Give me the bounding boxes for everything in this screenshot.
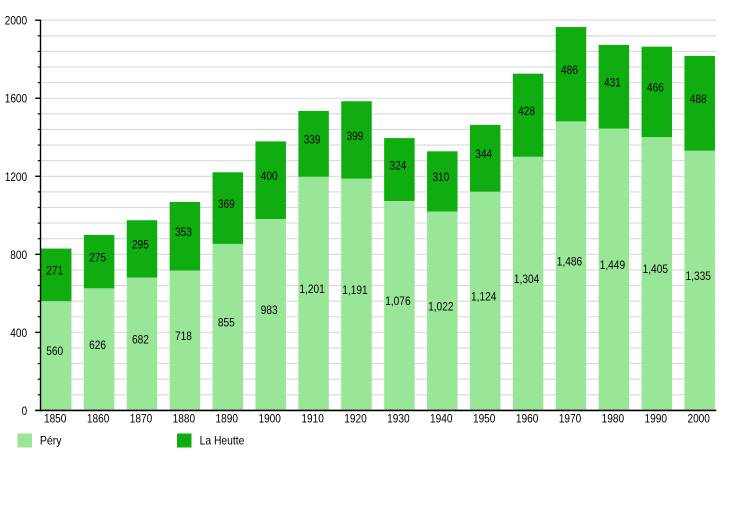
- svg-text:718: 718: [175, 329, 192, 343]
- svg-text:1,201: 1,201: [299, 282, 325, 296]
- svg-text:1930: 1930: [387, 411, 410, 425]
- svg-text:1,076: 1,076: [385, 294, 411, 308]
- svg-text:1980: 1980: [602, 411, 625, 425]
- svg-text:1880: 1880: [173, 411, 196, 425]
- svg-text:2000: 2000: [5, 14, 28, 28]
- svg-text:344: 344: [475, 147, 492, 161]
- svg-text:431: 431: [604, 76, 621, 90]
- svg-text:1,022: 1,022: [428, 299, 454, 313]
- svg-text:400: 400: [10, 326, 27, 340]
- svg-text:800: 800: [10, 248, 27, 262]
- svg-text:1950: 1950: [473, 411, 496, 425]
- svg-text:428: 428: [518, 104, 535, 118]
- svg-text:1890: 1890: [216, 411, 239, 425]
- svg-text:488: 488: [690, 92, 707, 106]
- svg-text:1970: 1970: [559, 411, 582, 425]
- svg-text:399: 399: [347, 129, 364, 143]
- svg-text:855: 855: [218, 316, 235, 330]
- svg-text:983: 983: [261, 303, 278, 317]
- svg-text:Péry: Péry: [40, 434, 62, 448]
- svg-text:486: 486: [561, 63, 578, 77]
- svg-text:682: 682: [132, 332, 149, 346]
- svg-text:339: 339: [304, 133, 321, 147]
- svg-text:1,335: 1,335: [686, 269, 712, 283]
- svg-text:400: 400: [261, 169, 278, 183]
- svg-text:La Heutte: La Heutte: [200, 434, 245, 448]
- svg-text:1960: 1960: [516, 411, 539, 425]
- svg-text:1,486: 1,486: [557, 254, 583, 268]
- svg-text:1860: 1860: [87, 411, 110, 425]
- svg-text:353: 353: [175, 225, 192, 239]
- svg-text:1990: 1990: [645, 411, 668, 425]
- svg-text:369: 369: [218, 197, 235, 211]
- svg-text:324: 324: [389, 158, 406, 172]
- svg-text:0: 0: [22, 404, 28, 418]
- svg-text:1,449: 1,449: [600, 258, 626, 272]
- svg-text:1900: 1900: [258, 411, 281, 425]
- svg-text:275: 275: [89, 250, 106, 264]
- svg-text:1200: 1200: [5, 170, 28, 184]
- svg-text:1920: 1920: [344, 411, 367, 425]
- svg-text:1870: 1870: [130, 411, 153, 425]
- svg-text:1600: 1600: [5, 92, 28, 106]
- svg-text:466: 466: [647, 81, 664, 95]
- svg-text:560: 560: [46, 344, 63, 358]
- svg-text:626: 626: [89, 338, 106, 352]
- svg-text:1850: 1850: [44, 411, 67, 425]
- svg-text:1940: 1940: [430, 411, 453, 425]
- svg-text:271: 271: [46, 264, 63, 278]
- svg-text:1,124: 1,124: [471, 289, 497, 303]
- svg-text:1910: 1910: [301, 411, 324, 425]
- svg-text:295: 295: [132, 238, 149, 252]
- svg-text:2000: 2000: [687, 411, 710, 425]
- svg-text:310: 310: [432, 170, 449, 184]
- svg-text:1,304: 1,304: [514, 272, 540, 286]
- svg-text:1,191: 1,191: [342, 283, 368, 297]
- svg-text:1,405: 1,405: [643, 262, 669, 276]
